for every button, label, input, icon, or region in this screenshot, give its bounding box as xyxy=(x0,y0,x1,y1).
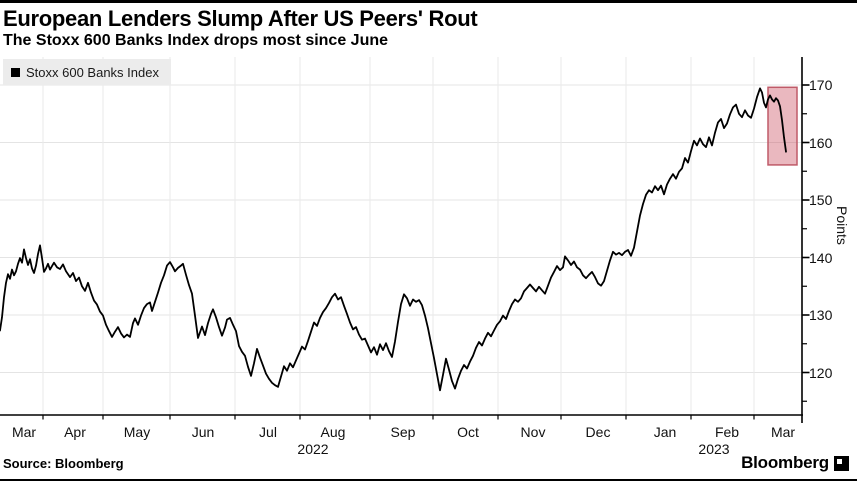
month-label: Apr xyxy=(64,424,86,440)
bloomberg-logo-text: Bloomberg xyxy=(741,453,829,472)
month-label: May xyxy=(123,424,151,440)
index-line xyxy=(0,87,787,392)
source-text: Source: Bloomberg xyxy=(3,456,124,471)
legend-square-icon xyxy=(11,67,20,77)
legend: Stoxx 600 Banks Index xyxy=(3,59,171,85)
bloomberg-logo: Bloomberg xyxy=(741,452,849,474)
y-tick-label: 130 xyxy=(809,307,833,323)
top-rule xyxy=(0,0,857,3)
month-label: Jul xyxy=(259,424,277,440)
month-label: Jan xyxy=(653,424,677,440)
year-label: 2022 xyxy=(297,441,329,457)
y-tick-label: 120 xyxy=(809,364,833,381)
month-label: Mar xyxy=(11,424,37,440)
month-label: Mar xyxy=(770,424,796,440)
y-tick-label: 150 xyxy=(809,192,833,208)
page-title: European Lenders Slump After US Peers' R… xyxy=(3,6,478,31)
month-label: Feb xyxy=(714,424,740,440)
year-label: 2023 xyxy=(698,441,730,457)
month-label: Jun xyxy=(191,424,215,440)
y-tick-label: 160 xyxy=(809,134,833,151)
page-subtitle: The Stoxx 600 Banks Index drops most sin… xyxy=(3,32,389,49)
month-label: Sep xyxy=(390,424,416,440)
bloomberg-logo-icon xyxy=(834,455,849,471)
month-label: Oct xyxy=(457,424,479,440)
y-axis-title: Points xyxy=(834,206,850,245)
bottom-rule xyxy=(0,479,857,481)
month-label: Aug xyxy=(320,424,346,440)
y-tick-label: 140 xyxy=(809,249,833,266)
y-tick-label: 170 xyxy=(809,77,833,93)
legend-label: Stoxx 600 Banks Index xyxy=(26,64,159,80)
month-label: Nov xyxy=(520,424,546,440)
month-label: Dec xyxy=(585,424,611,440)
